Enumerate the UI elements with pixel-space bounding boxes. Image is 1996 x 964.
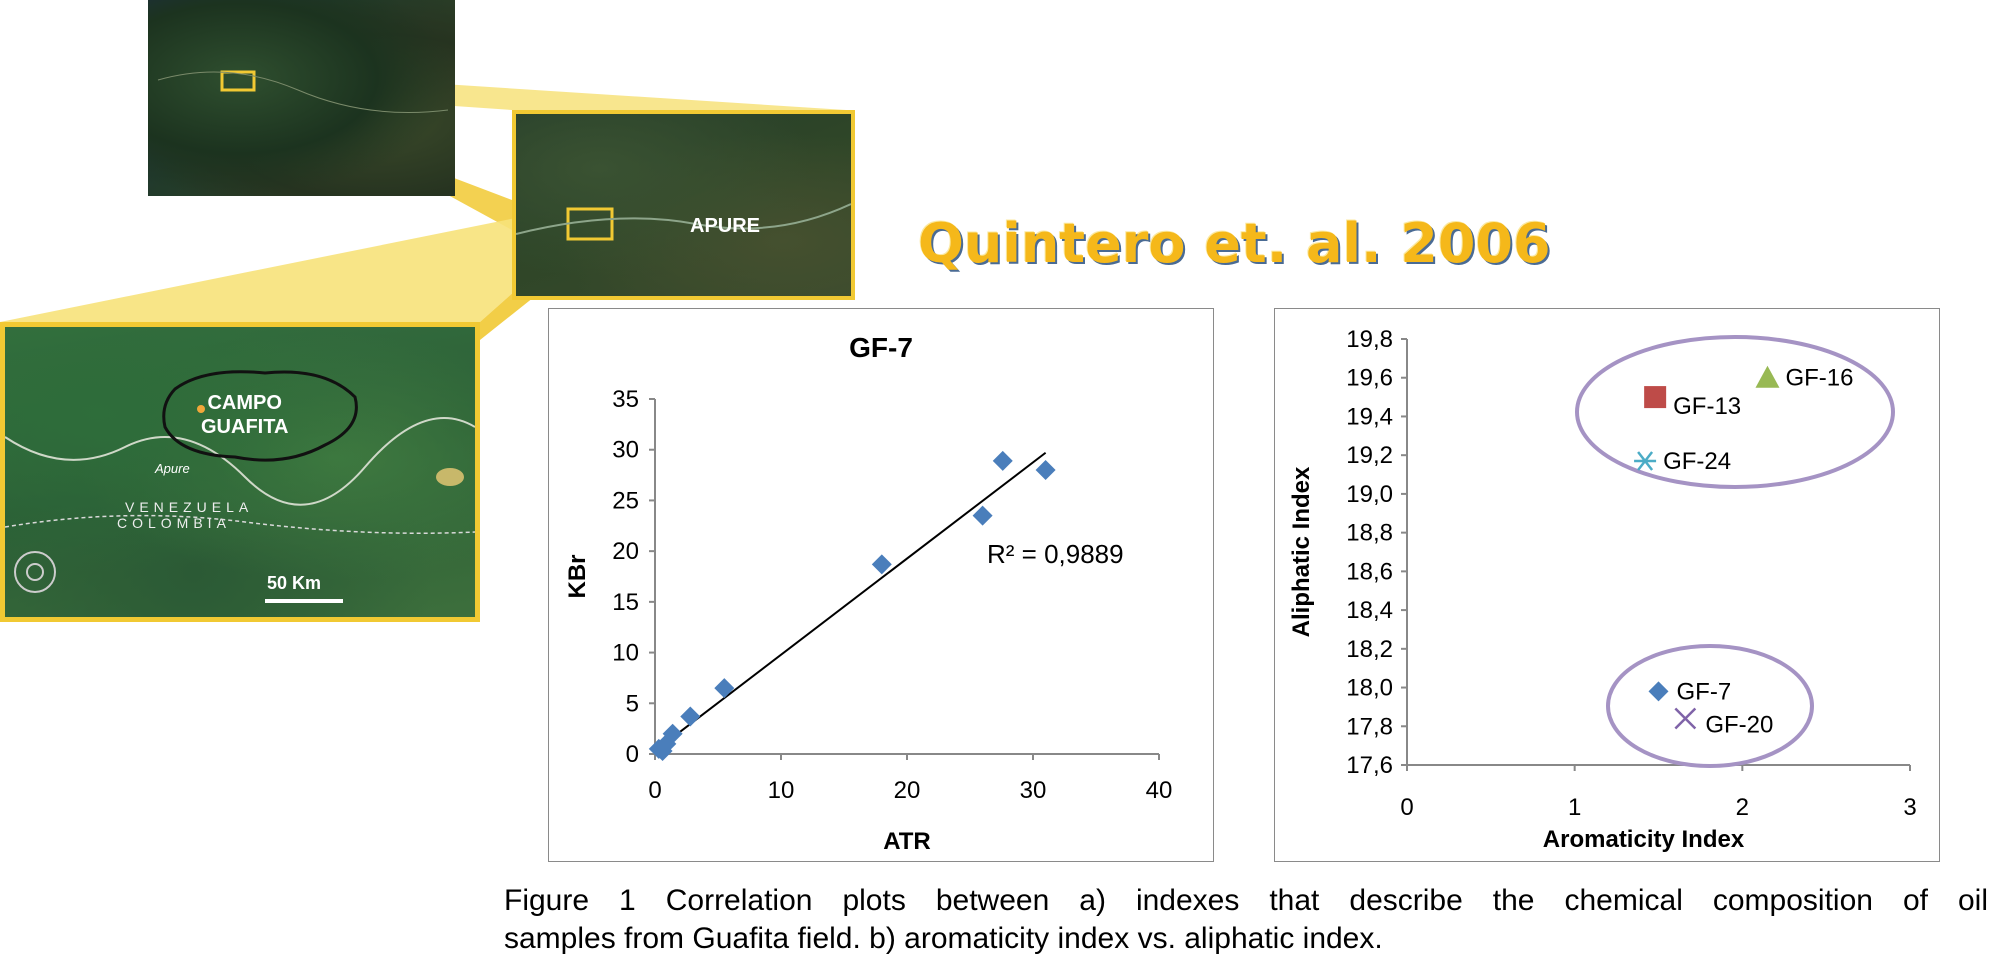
data-point	[1035, 460, 1056, 480]
y-tick-label: 10	[612, 640, 639, 667]
overview-map-detail	[157, 70, 449, 113]
x-tick-label: 2	[1736, 794, 1749, 821]
y-tick-label: 17,8	[1346, 713, 1393, 740]
x-tick-label: 0	[1400, 794, 1413, 821]
y-tick-label: 15	[612, 589, 639, 616]
field-label: CAMPO GUAFITA	[201, 391, 288, 439]
chart-aromaticity-aliphatic: 0 1 2 3 17,6 17,8 18,0 18,2 18,4 18,6 18,8 19,0 19,2…	[1288, 326, 1917, 853]
y-tick-label: 19,6	[1346, 365, 1393, 392]
field-outline	[162, 370, 358, 462]
citation-title: Quintero et. al. 2006	[918, 212, 1551, 275]
y-tick-label: 19,8	[1346, 326, 1393, 353]
point-label-gf-20: GF-20	[1705, 712, 1773, 739]
compass-inner-icon	[26, 563, 44, 581]
x-tick-label: 10	[768, 777, 795, 804]
data-point	[972, 505, 993, 526]
x-tick-label: 1	[1568, 794, 1581, 821]
y-tick-label: 20	[612, 538, 639, 565]
y-tick-label: 30	[612, 437, 639, 464]
regional-map-detail	[516, 203, 851, 241]
point-gf-13	[1644, 386, 1667, 409]
point-gf-24	[1634, 451, 1657, 471]
y-tick-label: 18,2	[1346, 636, 1393, 663]
y-tick-label: 19,2	[1346, 442, 1393, 469]
x-axis-label: ATR	[883, 828, 931, 855]
trendline	[654, 451, 1047, 752]
regional-river	[516, 203, 851, 235]
y-tick-label: 5	[626, 690, 639, 717]
data-point	[992, 450, 1013, 471]
cluster-ellipse-upper	[1575, 335, 1895, 489]
point-label-gf-7: GF-7	[1677, 678, 1732, 705]
cluster-ellipse-lower	[1606, 644, 1814, 768]
y-tick-label: 35	[612, 386, 639, 413]
overview-border-lines	[157, 71, 449, 113]
country-label-colombia: COLOMBIA	[117, 515, 231, 531]
y-tick-label: 18,0	[1346, 675, 1393, 702]
y-axis-label: Aliphatic Index	[1288, 466, 1315, 637]
field-map-detail	[5, 370, 475, 593]
lake-shape	[436, 468, 464, 486]
field-well-marker	[197, 405, 205, 413]
zoom-wedge-2	[0, 205, 612, 322]
y-tick-label: 17,6	[1346, 752, 1393, 779]
regional-satellite-map: APURE	[512, 110, 855, 300]
x-tick-label: 20	[894, 777, 921, 804]
y-tick-label: 18,6	[1346, 558, 1393, 585]
point-gf-7	[1648, 681, 1669, 702]
field-satellite-map: CAMPO GUAFITA Apure VENEZUELA COLOMBIA 5…	[0, 322, 480, 622]
point-label-gf-13: GF-13	[1673, 393, 1741, 420]
y-axis-label: KBr	[564, 554, 591, 598]
scale-label: 50 Km	[267, 573, 322, 593]
x-axis-label: Aromaticity Index	[1543, 826, 1745, 853]
scale-bar	[265, 599, 343, 603]
x-tick-label: 30	[1020, 777, 1047, 804]
chart-gf7-frame: GF-7 0 10 20 30 40 0 5 10 15 20 25 30 35 ATR KBr R² = 0,…	[548, 308, 1214, 862]
r-squared-annotation: R² = 0,9889	[987, 539, 1124, 569]
point-gf-16	[1755, 365, 1780, 388]
country-label-venezuela: VENEZUELA	[125, 499, 254, 515]
point-gf-20	[1674, 707, 1697, 730]
y-tick-label: 19,0	[1346, 481, 1393, 508]
river-label: Apure	[155, 461, 190, 476]
y-tick-label: 25	[612, 487, 639, 514]
point-label-gf-24: GF-24	[1663, 448, 1731, 475]
overview-selection-box	[220, 70, 256, 92]
data-point	[662, 723, 683, 744]
data-point	[714, 678, 735, 699]
x-tick-label: 40	[1146, 777, 1173, 804]
x-tick-label: 0	[648, 777, 661, 804]
regional-selection-box	[566, 207, 614, 241]
field-label-line1: CAMPO	[207, 392, 282, 414]
compass-icon	[14, 551, 56, 593]
y-tick-label: 19,4	[1346, 403, 1393, 430]
field-river	[5, 417, 475, 506]
field-label-line2: GUAFITA	[201, 416, 289, 438]
caption-line-2: samples from Guafita field. b) aromatici…	[504, 922, 1383, 955]
x-tick-label: 3	[1903, 794, 1916, 821]
data-point	[680, 706, 701, 727]
chart-gf7: GF-7 0 10 20 30 40 0 5 10 15 20 25 30 35 ATR KBr R² = 0,…	[564, 332, 1173, 855]
figure-caption: Figure 1 Correlation plots between a) in…	[504, 882, 1988, 958]
chart-title: GF-7	[849, 332, 913, 363]
border-line	[5, 514, 475, 534]
caption-line-1: Figure 1 Correlation plots between a) in…	[504, 884, 1988, 917]
y-tick-label: 0	[626, 741, 639, 768]
y-tick-label: 18,4	[1346, 597, 1393, 624]
region-label: APURE	[690, 215, 761, 237]
point-label-gf-16: GF-16	[1785, 365, 1853, 392]
overview-satellite-map	[148, 0, 455, 196]
chart-aromaticity-frame: 0 1 2 3 17,6 17,8 18,0 18,2 18,4 18,6 18,8 19,0 19,2…	[1274, 308, 1940, 862]
y-tick-label: 18,8	[1346, 520, 1393, 547]
map-collage: APURE CAMPO GUAFITA Apure VENEZUELA COLO…	[0, 0, 860, 630]
